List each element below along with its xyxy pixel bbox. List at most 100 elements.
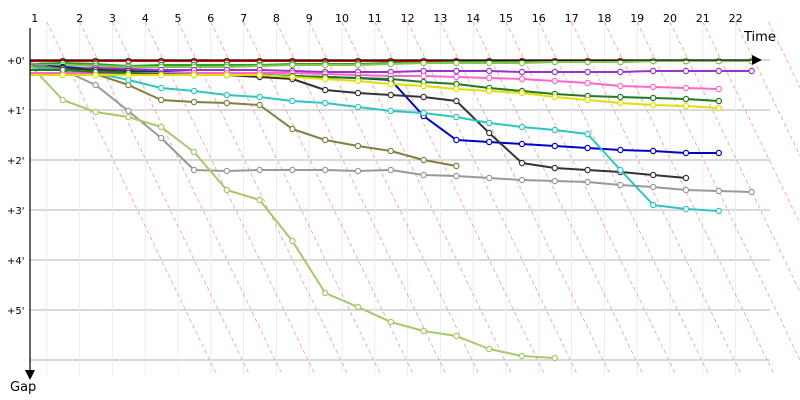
data-point bbox=[289, 61, 296, 69]
data-point bbox=[354, 103, 362, 111]
series-group bbox=[29, 64, 460, 170]
y-tick-label: +5' bbox=[7, 306, 25, 317]
chart-series bbox=[29, 57, 755, 362]
data-point bbox=[682, 57, 690, 65]
series-group bbox=[30, 71, 723, 112]
lap-reference-line bbox=[472, 21, 644, 376]
lap-reference-line bbox=[505, 21, 677, 376]
data-point bbox=[551, 142, 559, 150]
data-point bbox=[322, 61, 329, 69]
data-point bbox=[354, 142, 362, 150]
lap-reference-line bbox=[79, 21, 250, 376]
data-point bbox=[190, 71, 198, 79]
lap-reference-line bbox=[210, 21, 382, 376]
x-tick-label: 8 bbox=[273, 12, 280, 25]
data-point bbox=[715, 187, 723, 195]
data-point bbox=[92, 81, 99, 89]
data-point bbox=[617, 68, 624, 76]
data-point bbox=[157, 84, 165, 92]
data-point bbox=[617, 82, 624, 90]
series-line bbox=[29, 64, 555, 359]
data-point bbox=[486, 345, 493, 353]
data-point bbox=[322, 86, 329, 94]
data-point bbox=[453, 73, 460, 81]
data-point bbox=[650, 57, 657, 65]
x-tick-label: 12 bbox=[401, 12, 415, 25]
data-point bbox=[387, 91, 394, 99]
data-point bbox=[584, 178, 591, 186]
data-point bbox=[92, 71, 99, 79]
data-point bbox=[486, 138, 493, 146]
data-point bbox=[715, 57, 723, 65]
data-point bbox=[650, 201, 657, 209]
data-point bbox=[584, 79, 591, 87]
data-point bbox=[354, 61, 362, 69]
data-point bbox=[387, 166, 394, 174]
data-point bbox=[682, 84, 690, 92]
data-point bbox=[190, 87, 198, 95]
data-point bbox=[486, 119, 493, 127]
data-point bbox=[223, 91, 230, 99]
data-point bbox=[190, 166, 198, 174]
data-point bbox=[289, 73, 296, 81]
data-point bbox=[486, 129, 493, 137]
data-point bbox=[584, 130, 591, 138]
y-tick-label: +1' bbox=[7, 106, 25, 117]
lap-reference-line bbox=[669, 21, 800, 293]
data-point bbox=[518, 68, 526, 76]
x-tick-label: 21 bbox=[696, 12, 710, 25]
data-point bbox=[518, 75, 526, 83]
data-point bbox=[256, 166, 263, 174]
series-line bbox=[30, 69, 719, 102]
data-point bbox=[354, 167, 362, 175]
data-point bbox=[486, 174, 493, 182]
data-point bbox=[748, 67, 755, 75]
data-point bbox=[453, 67, 460, 75]
data-point bbox=[322, 289, 329, 297]
lap-reference-line bbox=[112, 21, 283, 376]
x-tick-label: 5 bbox=[175, 12, 182, 25]
data-point bbox=[715, 97, 723, 105]
lap-reference-line bbox=[571, 21, 742, 376]
lap-reference-line bbox=[702, 21, 800, 225]
chart-grid bbox=[30, 22, 770, 375]
data-point bbox=[190, 148, 198, 156]
data-point bbox=[715, 149, 723, 157]
data-point bbox=[223, 71, 230, 79]
series-group bbox=[29, 66, 723, 215]
data-point bbox=[584, 68, 591, 76]
data-point bbox=[420, 93, 427, 101]
data-point bbox=[420, 109, 427, 117]
lap-reference-line bbox=[144, 21, 316, 376]
y-tick-label: +2' bbox=[7, 156, 25, 167]
data-point bbox=[715, 67, 723, 75]
data-point bbox=[518, 140, 526, 148]
y-axis-arrow bbox=[25, 370, 35, 380]
lap-reference-line bbox=[538, 21, 710, 376]
data-point bbox=[387, 80, 394, 88]
x-axis-label: Time bbox=[743, 30, 776, 45]
data-point bbox=[387, 107, 394, 115]
x-tick-label: 19 bbox=[630, 12, 644, 25]
data-point bbox=[387, 147, 394, 155]
data-point bbox=[256, 93, 263, 101]
data-point bbox=[256, 196, 263, 204]
x-tick-label: 14 bbox=[466, 12, 480, 25]
x-tick-label: 10 bbox=[335, 12, 349, 25]
data-point bbox=[59, 71, 67, 79]
data-point bbox=[584, 166, 591, 174]
data-point bbox=[289, 125, 296, 133]
data-point bbox=[59, 96, 67, 104]
data-point bbox=[617, 181, 624, 189]
lap-reference-line bbox=[243, 21, 414, 376]
data-point bbox=[256, 101, 263, 109]
lap-reference-line bbox=[636, 21, 800, 361]
x-tick-labels: 1 2 3 4 5 6 7 8 9 10 11 12 13 14 15 16 17 18 19 20 21 22 bbox=[31, 12, 742, 25]
x-tick-label: 13 bbox=[433, 12, 447, 25]
data-point bbox=[551, 177, 559, 185]
data-point bbox=[650, 83, 657, 91]
data-point bbox=[518, 59, 526, 67]
series-line bbox=[30, 74, 719, 109]
data-point bbox=[322, 75, 329, 83]
x-tick-label: 18 bbox=[597, 12, 611, 25]
